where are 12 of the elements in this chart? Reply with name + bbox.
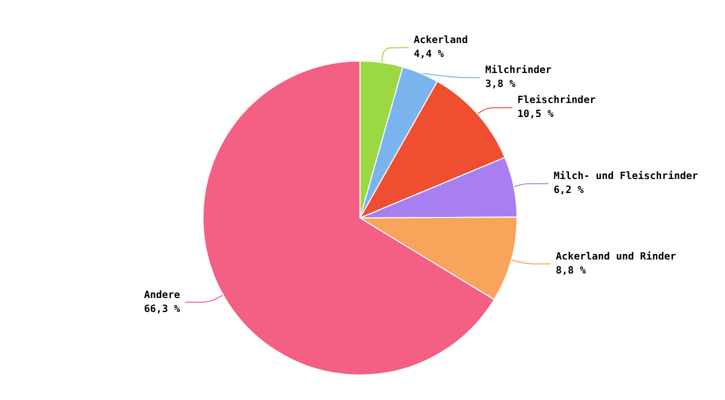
slice-label: Milchrinder: [485, 64, 552, 76]
data-label: 6,2 %: [554, 185, 584, 196]
data-label: 3,8 %: [485, 79, 516, 90]
slice-label: Andere: [144, 290, 180, 301]
data-label: 8,8 %: [556, 265, 586, 276]
slice-label: Ackerland und Rinder: [556, 250, 676, 262]
slice-label: Milch- und Fleischrinder: [554, 170, 698, 182]
slice-label: Fleischrinder: [517, 94, 596, 106]
slice-label: Ackerland: [414, 35, 468, 46]
data-label: 4,4 %: [414, 49, 444, 60]
data-label: 66,3 %: [144, 304, 180, 315]
data-label: 10,5 %: [517, 109, 554, 120]
